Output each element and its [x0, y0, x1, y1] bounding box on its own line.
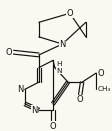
- Text: O: O: [77, 95, 84, 104]
- Text: N: N: [31, 106, 38, 115]
- Text: O: O: [6, 48, 12, 57]
- Text: N: N: [17, 85, 24, 94]
- Text: O: O: [50, 122, 56, 131]
- Text: CH₃: CH₃: [97, 86, 111, 92]
- Text: O: O: [97, 69, 104, 78]
- Text: N: N: [59, 40, 66, 49]
- Text: O: O: [67, 9, 73, 18]
- Text: H
N: H N: [56, 61, 61, 73]
